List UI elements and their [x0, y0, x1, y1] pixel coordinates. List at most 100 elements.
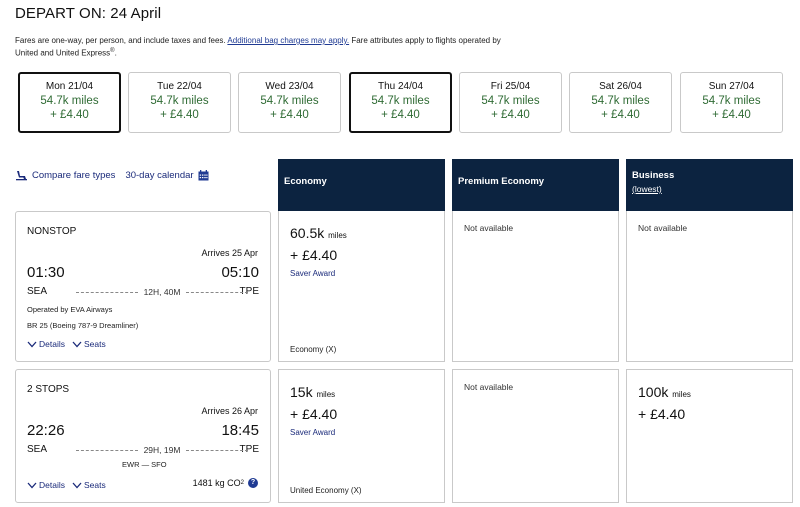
date-card-tue-22[interactable]: Tue 22/04 54.7k miles + £4.40 [128, 72, 231, 133]
date-label: Thu 24/04 [377, 81, 424, 92]
date-label: Tue 22/04 [157, 81, 202, 92]
cabin-class: United Economy (X) [290, 486, 362, 495]
page-title: DEPART ON: 24 April [15, 5, 162, 22]
flight-card-2-stops[interactable]: 2 STOPS Arrives 26 Apr 22:26 18:45 SEA T… [15, 369, 271, 503]
arrival-date: Arrives 26 Apr [201, 406, 258, 416]
fare-cell-business[interactable]: 100k miles + £4.40 [626, 369, 793, 503]
fare-cell-premium-economy: Not available [452, 211, 619, 362]
cabin-class: Economy (X) [290, 345, 337, 354]
date-miles: 54.7k miles [371, 95, 430, 107]
30-day-calendar-link[interactable]: 30-day calendar [125, 170, 209, 181]
flight-duration: 12H, 40M [76, 287, 249, 297]
registered-mark: ® [110, 48, 115, 54]
business-lowest-link[interactable]: (lowest) [632, 184, 662, 194]
fare-cell-economy[interactable]: 15k miles + £4.40 Saver Award United Eco… [278, 369, 445, 503]
miles-value: 60.5k [290, 225, 325, 241]
date-miles: 54.7k miles [150, 95, 209, 107]
date-miles: 54.7k miles [40, 95, 99, 107]
chevron-down-icon [72, 482, 82, 488]
fare-tools: Compare fare types 30-day calendar [15, 170, 209, 181]
date-fee: + £4.40 [712, 109, 751, 121]
compare-fare-types-label: Compare fare types [32, 170, 116, 181]
destination-airport: TPE [239, 444, 259, 455]
column-premium-economy: Premium Economy [452, 159, 619, 215]
fare-fee: + £4.40 [290, 247, 338, 263]
date-label: Wed 23/04 [265, 81, 314, 92]
seat-icon [16, 171, 27, 181]
date-fee: + £4.40 [601, 109, 640, 121]
chevron-down-icon [72, 341, 82, 347]
route-line [76, 449, 138, 451]
date-miles: 54.7k miles [702, 95, 761, 107]
arrival-date: Arrives 25 Apr [201, 248, 258, 258]
flight-links: Details Seats [27, 339, 106, 349]
column-economy: Economy [278, 159, 445, 215]
origin-airport: SEA [27, 286, 48, 297]
miles-unit: miles [672, 390, 691, 399]
arrive-time: 05:10 [221, 264, 259, 281]
aircraft-info: BR 25 (Boeing 787-9 Dreamliner) [27, 321, 139, 330]
notice-text: Fares are one-way, per person, and inclu… [15, 36, 228, 45]
date-fee: + £4.40 [50, 109, 89, 121]
co2-value: 1481 kg CO [192, 478, 241, 488]
flight-card-nonstop[interactable]: NONSTOP Arrives 25 Apr 01:30 05:10 SEA T… [15, 211, 271, 362]
seats-label: Seats [83, 339, 106, 349]
seats-toggle[interactable]: Seats [72, 480, 106, 490]
miles-unit: miles [316, 390, 336, 399]
compare-fare-types-link[interactable]: Compare fare types [15, 170, 115, 181]
date-label: Mon 21/04 [45, 81, 94, 92]
details-toggle[interactable]: Details [27, 339, 65, 349]
co2-emissions: 1481 kg CO 2? [193, 478, 258, 488]
column-business: Business (lowest) [626, 159, 793, 215]
fare-miles: 15k miles [290, 384, 335, 400]
co2-subscript: 2 [240, 480, 244, 486]
column-economy-label: Economy [284, 176, 327, 187]
date-miles: 54.7k miles [260, 95, 319, 107]
date-label: Sun 27/04 [708, 81, 755, 92]
date-card-fri-25[interactable]: Fri 25/04 54.7k miles + £4.40 [459, 72, 562, 133]
date-miles: 54.7k miles [591, 95, 650, 107]
flight-links: Details Seats [27, 480, 106, 490]
stops-label: NONSTOP [27, 226, 77, 237]
date-card-sat-26[interactable]: Sat 26/04 54.7k miles + £4.40 [569, 72, 672, 133]
seats-label: Seats [83, 480, 106, 490]
help-icon[interactable]: ? [248, 478, 258, 488]
details-label: Details [39, 480, 65, 490]
fare-fee: + £4.40 [638, 406, 686, 422]
date-card-mon-21[interactable]: Mon 21/04 54.7k miles + £4.40 [18, 72, 121, 133]
notice-end: . [114, 48, 117, 58]
seats-toggle[interactable]: Seats [72, 339, 106, 349]
duration-text: 12H, 40M [143, 287, 181, 297]
details-toggle[interactable]: Details [27, 480, 65, 490]
calendar-icon [198, 170, 209, 181]
award-type: Saver Award [290, 269, 336, 278]
stops-label: 2 STOPS [27, 384, 70, 395]
depart-time: 22:26 [27, 422, 65, 439]
connection-airports: EWR — SFO [122, 460, 167, 469]
bag-charges-link[interactable]: Additional bag charges may apply. [227, 36, 350, 45]
route-line [76, 291, 138, 293]
column-premium-economy-label: Premium Economy [458, 176, 545, 187]
fare-fee: + £4.40 [290, 406, 338, 422]
calendar-label: 30-day calendar [125, 170, 194, 181]
not-available: Not available [638, 223, 688, 233]
award-type: Saver Award [290, 428, 336, 437]
date-card-sun-27[interactable]: Sun 27/04 54.7k miles + £4.40 [680, 72, 783, 133]
details-label: Details [39, 339, 65, 349]
notice-text-2: Fare attributes apply to flights operate… [15, 36, 501, 58]
not-available: Not available [464, 382, 514, 392]
column-business-label: Business [632, 170, 675, 181]
chevron-down-icon [27, 341, 37, 347]
date-fee: + £4.40 [491, 109, 530, 121]
fare-cell-economy[interactable]: 60.5k miles + £4.40 Saver Award Economy … [278, 211, 445, 362]
fare-notice: Fares are one-way, per person, and inclu… [15, 35, 515, 59]
date-card-wed-23[interactable]: Wed 23/04 54.7k miles + £4.40 [238, 72, 341, 133]
fare-cell-business: Not available [626, 211, 793, 362]
date-label: Fri 25/04 [490, 81, 531, 92]
destination-airport: TPE [239, 286, 259, 297]
date-card-thu-24[interactable]: Thu 24/04 54.7k miles + £4.40 [349, 72, 452, 133]
operated-by: Operated by EVA Airways [27, 305, 113, 314]
miles-value: 100k [638, 384, 669, 400]
route-line [186, 291, 249, 293]
date-fee: + £4.40 [381, 109, 420, 121]
